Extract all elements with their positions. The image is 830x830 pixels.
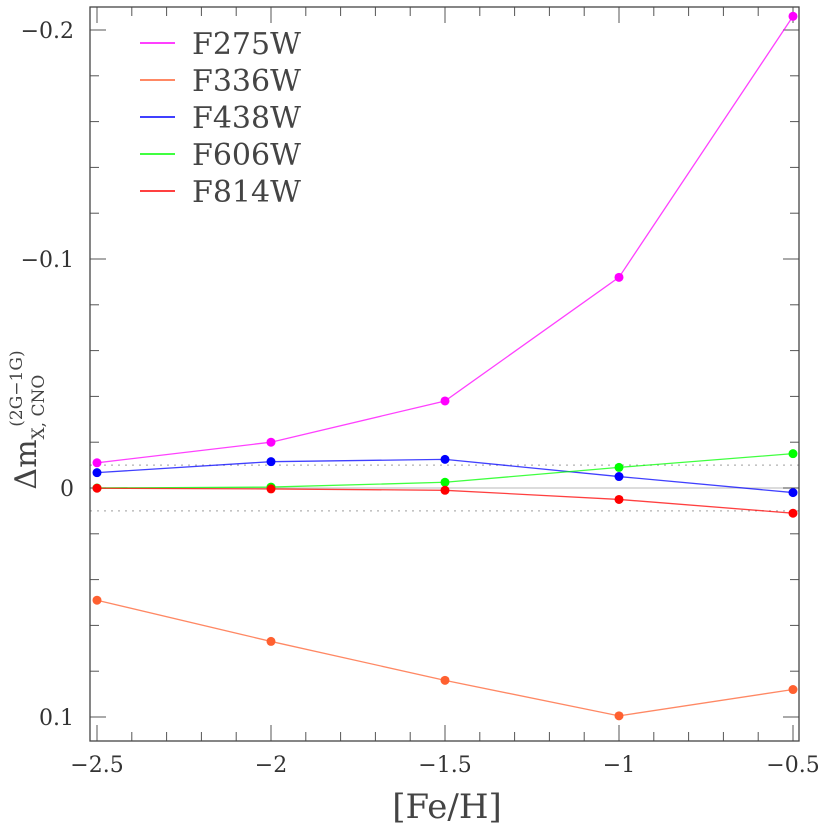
data-point <box>614 711 624 721</box>
y-tick-label: −0.1 <box>21 248 74 273</box>
data-point <box>266 457 276 467</box>
data-point <box>440 477 450 487</box>
data-point <box>788 449 798 459</box>
x-axis-tick-labels: −2.5 −2 −1.5 −1 −0.5 <box>70 753 819 778</box>
data-point <box>614 462 624 472</box>
data-point <box>788 685 798 695</box>
data-point <box>440 454 450 464</box>
data-point <box>788 488 798 498</box>
y-tick-label: −0.2 <box>21 19 74 44</box>
x-tick-label: −2.5 <box>70 753 123 778</box>
data-point <box>788 11 798 21</box>
legend-label: F606W <box>192 138 301 173</box>
data-point <box>92 458 102 468</box>
series-f814w <box>92 483 798 518</box>
data-point <box>92 468 102 478</box>
y-tick-label: 0 <box>60 477 74 502</box>
data-point <box>92 595 102 605</box>
y-tick-label: 0.1 <box>39 706 74 731</box>
x-tick-label: −1.5 <box>418 753 471 778</box>
legend-label: F438W <box>192 101 301 136</box>
data-point <box>440 396 450 406</box>
legend-label: F275W <box>192 27 301 62</box>
data-point <box>788 508 798 518</box>
series-f275w <box>92 11 798 468</box>
axis-ticks <box>90 7 799 741</box>
y-axis-tick-labels: −0.2 −0.1 0 0.1 <box>21 19 74 731</box>
data-point <box>266 636 276 646</box>
x-tick-label: −1 <box>603 753 635 778</box>
y-axis-title-main: Δm <box>9 439 44 489</box>
x-tick-label: −2 <box>255 753 287 778</box>
data-point <box>614 494 624 504</box>
x-tick-label: −0.5 <box>766 753 819 778</box>
y-axis-title: ΔmX, CNO(2G−1G) <box>7 350 49 489</box>
legend-label: F336W <box>192 64 301 99</box>
data-point <box>92 483 102 493</box>
data-point <box>614 272 624 282</box>
y-axis-title-sub: X, CNO <box>29 375 49 440</box>
y-axis-title-sup: (2G−1G) <box>7 350 27 426</box>
series-f438w <box>92 454 798 498</box>
data-point <box>440 485 450 495</box>
legend-label: F814W <box>192 175 301 210</box>
data-point <box>266 437 276 447</box>
svg-text:ΔmX, CNO(2G−1G): ΔmX, CNO(2G−1G) <box>7 350 49 489</box>
data-series <box>92 11 798 721</box>
data-point <box>614 472 624 482</box>
data-point <box>440 675 450 685</box>
series-f336w <box>92 595 798 721</box>
x-axis-title: [Fe/H] <box>392 787 502 827</box>
data-point <box>266 484 276 494</box>
plot-frame <box>89 6 800 742</box>
